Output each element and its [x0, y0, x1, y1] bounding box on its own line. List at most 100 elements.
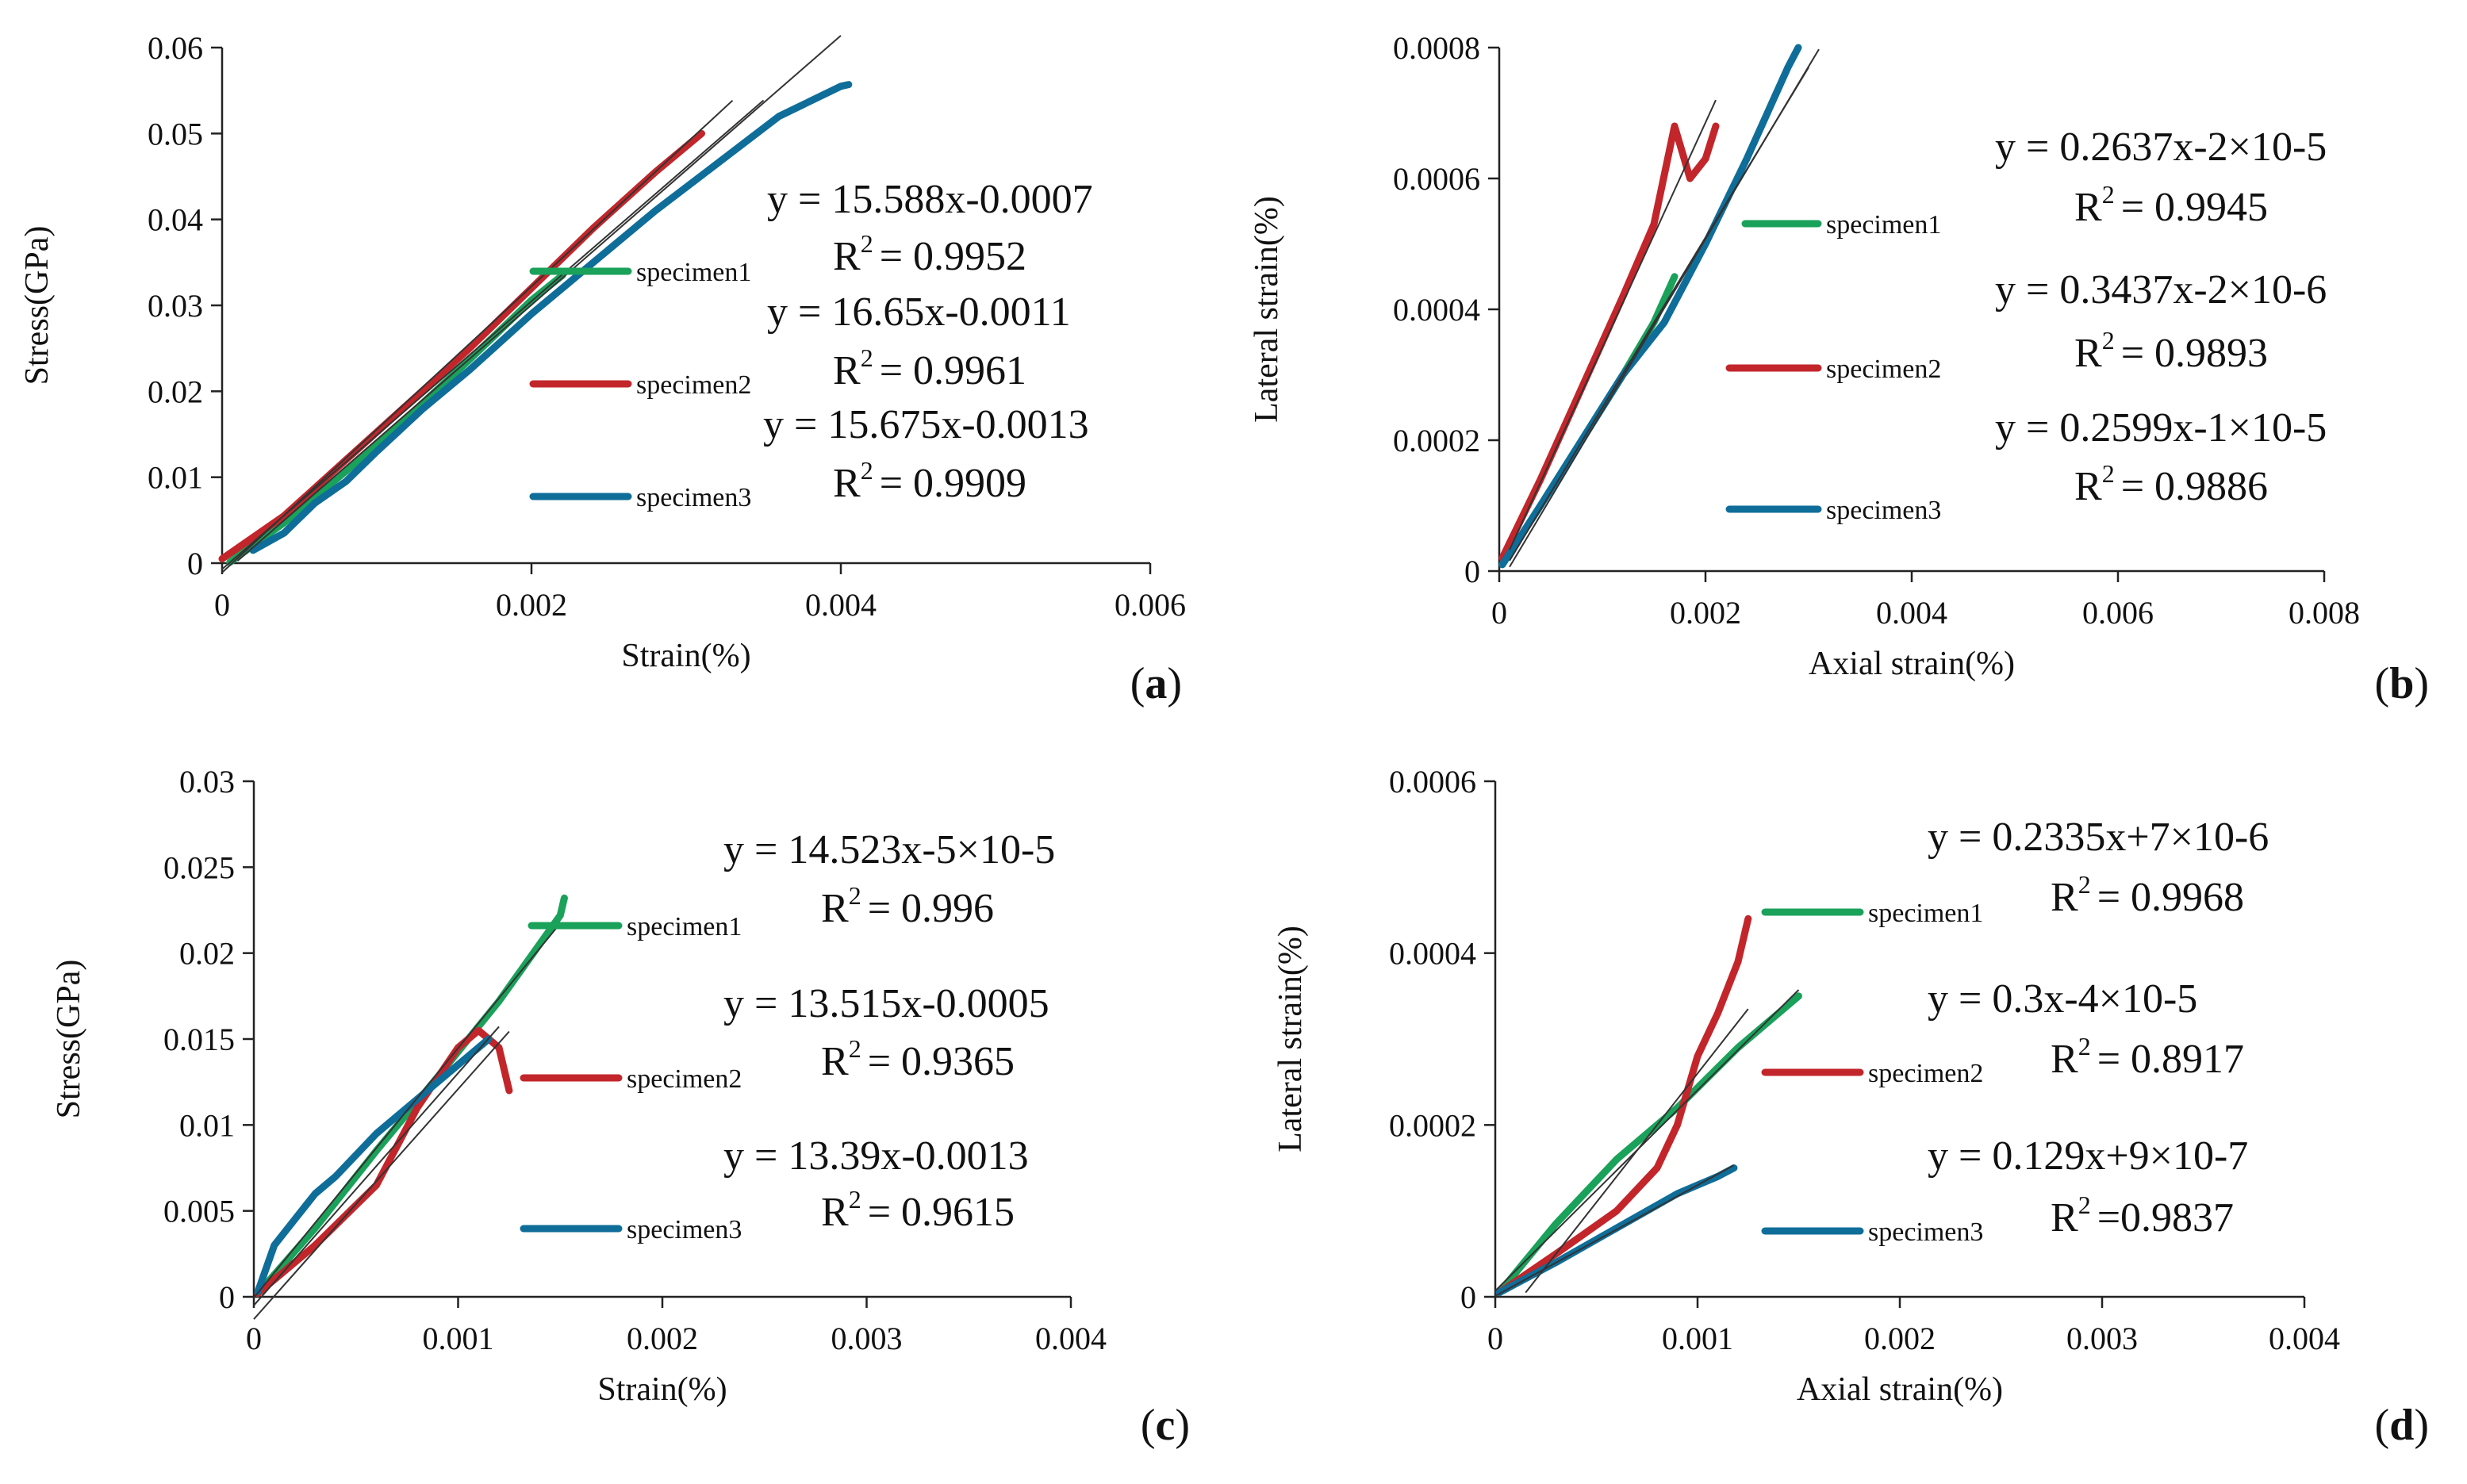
legend-label-specimen2: specimen2 [636, 370, 751, 400]
r2-superscript: 2 [861, 343, 873, 372]
panel-label-open: ( [1130, 659, 1145, 708]
r-squared-specimen2: R2 = 0.9961 [833, 343, 1026, 393]
r2-value: = 0.996 [868, 886, 994, 931]
legend-label-specimen2: specimen2 [1826, 355, 1941, 384]
x-axis-title: Axial strain(%) [1797, 1371, 2003, 1408]
r2-symbol: R [821, 886, 849, 931]
chart-panel-b: 0 0.0002 0.0004 0.0006 0.0008 0 0.002 0.004 0.00… [1249, 30, 2429, 708]
chart-panel-d: 0 0.0002 0.0004 0.0006 0 0.001 0.002 0.003 0.004… [1272, 764, 2429, 1450]
r2-value: = 0.9952 [880, 234, 1026, 279]
r2-symbol: R [2051, 1037, 2078, 1082]
y-tick-label: 0.0006 [1393, 161, 1480, 197]
x-tick-label: 0.002 [1864, 1321, 1936, 1356]
x-tick-label: 0.004 [2269, 1321, 2340, 1356]
y-tick-label: 0.0004 [1393, 292, 1480, 328]
r2-value: = 0.9945 [2121, 185, 2268, 230]
x-tick-label: 0 [1491, 595, 1507, 631]
legend-label-specimen1: specimen1 [636, 258, 751, 287]
y-tick-label: 0.01 [148, 460, 203, 496]
y-tick-label: 0.04 [148, 202, 203, 238]
r-squared-specimen1: R2 = 0.9968 [2051, 870, 2244, 920]
panel-label-letter: d [2389, 1401, 2414, 1450]
panel-label: (d) [2375, 1401, 2429, 1450]
y-tick-label: 0.05 [148, 116, 203, 151]
x-tick-label: 0.008 [2289, 595, 2360, 631]
y-tick-label: 0 [187, 546, 203, 581]
y-tick-label: 0.005 [163, 1194, 235, 1229]
series-line-specimen3 [249, 81, 853, 554]
r2-value: = 0.9365 [868, 1039, 1015, 1084]
r-squared-specimen2: R2 = 0.8917 [2051, 1032, 2244, 1082]
fit-equation-specimen2: y = 16.65x-0.0011 [767, 290, 1071, 335]
panel-label: (a) [1130, 659, 1182, 708]
y-tick-label: 0.0002 [1393, 423, 1480, 458]
y-tick-label: 0 [1464, 554, 1480, 589]
series-line-specimen3 [254, 1035, 493, 1295]
y-tick-label: 0.01 [179, 1107, 235, 1143]
fit-equation-specimen3: y = 15.675x-0.0013 [763, 402, 1089, 447]
r2-value: = 0.9615 [868, 1190, 1015, 1235]
y-tick-label: 0.02 [148, 374, 203, 409]
r2-value: = 0.8917 [2097, 1037, 2244, 1082]
r2-value: = 0.9886 [2121, 464, 2268, 509]
legend-label-specimen3: specimen3 [627, 1215, 742, 1244]
panel-label-open: ( [1141, 1401, 1156, 1450]
r2-symbol: R [2074, 331, 2102, 376]
x-tick-label: 0.002 [496, 587, 567, 623]
panel-label-close: ) [1175, 1401, 1190, 1450]
y-axis-title: Stress(GPa) [51, 960, 87, 1119]
series-line-specimen1 [1495, 992, 1802, 1297]
y-tick-label: 0.025 [163, 849, 235, 885]
y-tick-label: 0 [1460, 1279, 1476, 1315]
y-tick-label: 0.02 [179, 936, 235, 972]
r2-superscript: 2 [849, 1034, 861, 1063]
x-tick-label: 0.001 [1662, 1321, 1733, 1356]
x-tick-label: 0.006 [1115, 587, 1186, 623]
y-tick-label: 0.0004 [1389, 936, 1476, 972]
y-axis-title: Lateral strain(%) [1272, 926, 1309, 1152]
r2-superscript: 2 [849, 881, 861, 910]
x-axis-title: Axial strain(%) [1809, 646, 2015, 682]
x-tick-label: 0 [214, 587, 230, 623]
panel-label-close: ) [2414, 659, 2429, 708]
legend-label-specimen2: specimen2 [627, 1064, 742, 1094]
r2-symbol: R [2051, 875, 2078, 920]
x-tick-label: 0.006 [2082, 595, 2154, 631]
y-tick-label: 0.0008 [1393, 30, 1480, 66]
fit-line-specimen1 [221, 99, 765, 570]
series-line-specimen1 [254, 894, 568, 1298]
r2-symbol: R [833, 234, 861, 279]
fit-equation-specimen2: y = 0.3437x-2×10-6 [1995, 267, 2327, 313]
x-tick-label: 0.004 [805, 587, 877, 623]
r2-value: = 0.9968 [2097, 875, 2244, 920]
r2-symbol: R [2074, 464, 2102, 509]
chart-panel-c: 0 0.005 0.01 0.015 0.02 0.025 0.03 0 0.001 0.002 0… [51, 764, 1190, 1450]
legend-label-specimen1: specimen1 [1826, 210, 1941, 240]
fit-equation-specimen1: y = 0.2335x+7×10-6 [1928, 815, 2269, 860]
r-squared-specimen3: R2 = 0.9886 [2074, 459, 2268, 509]
x-tick-label: 0.001 [423, 1321, 494, 1356]
r2-superscript: 2 [2102, 180, 2115, 209]
fit-line-specimen3 [236, 35, 842, 562]
r-squared-specimen3: R2 =0.9837 [2051, 1191, 2234, 1241]
r2-symbol: R [821, 1190, 849, 1235]
legend-label-specimen3: specimen3 [1826, 496, 1941, 525]
r2-value: = 0.9909 [880, 461, 1026, 506]
r-squared-specimen3: R2 = 0.9909 [833, 456, 1026, 506]
panel-label-letter: b [2389, 659, 2414, 708]
x-tick-label: 0.003 [2066, 1321, 2138, 1356]
r2-superscript: 2 [2102, 459, 2115, 488]
legend-label-specimen3: specimen3 [1868, 1217, 1983, 1247]
panel-label-open: ( [2375, 1401, 2390, 1450]
fit-line-specimen2 [1509, 99, 1717, 550]
legend-label-specimen1: specimen1 [1868, 899, 1983, 928]
r2-symbol: R [833, 461, 861, 506]
r2-value: =0.9837 [2097, 1195, 2234, 1241]
r2-symbol: R [833, 348, 861, 393]
fit-equation-specimen1: y = 15.588x-0.0007 [767, 177, 1093, 222]
legend-label-specimen1: specimen1 [627, 912, 742, 941]
fit-line-specimen3 [1494, 1164, 1735, 1297]
r-squared-specimen1: R2 = 0.9952 [833, 229, 1026, 279]
y-tick-label: 0.015 [163, 1022, 235, 1057]
